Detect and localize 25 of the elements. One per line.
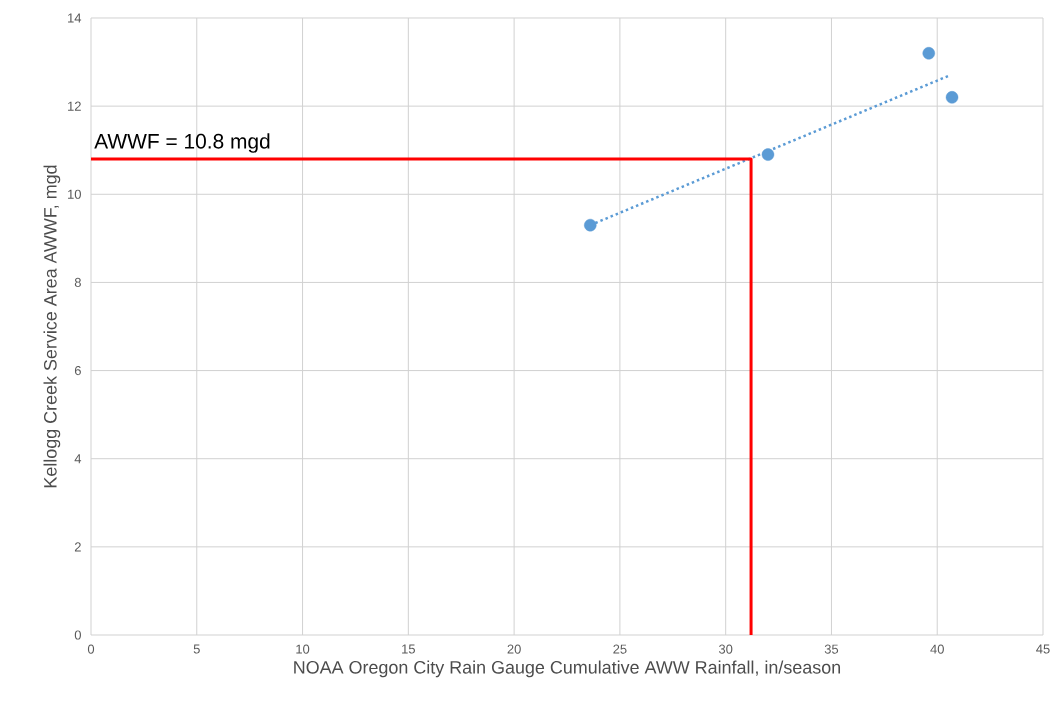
x-tick-label: 45 <box>1036 644 1050 654</box>
x-tick-label: 30 <box>718 644 733 654</box>
x-tick-label: 25 <box>613 644 627 654</box>
y-tick-label: 4 <box>74 454 82 464</box>
x-tick-label: 15 <box>402 644 415 654</box>
y-tick-label: 12 <box>68 101 81 111</box>
x-tick-label: 0 <box>87 644 95 654</box>
x-tick-label: 35 <box>824 644 839 654</box>
x-tick-label: 40 <box>930 644 944 654</box>
y-tick-label: 8 <box>74 277 81 288</box>
point <box>584 218 597 232</box>
x-tick-label: 20 <box>507 644 521 654</box>
y-tick-label: 10 <box>68 189 81 199</box>
x-axis-title: NOAA Oregon City Rain Gauge Cumulative AWW Rainfall, in/season <box>294 660 841 678</box>
y-tick-label: 6 <box>74 365 81 376</box>
point <box>761 148 775 161</box>
x-tick-label: 10 <box>296 644 310 654</box>
annotation: AWWF = 10.8 mgd <box>94 133 270 153</box>
point <box>922 47 935 60</box>
y-axis-title: Kellogg Creek Service Area AWWF, mgd <box>43 165 61 488</box>
y-tick-label: 14 <box>68 13 82 23</box>
y-tick-label: 2 <box>74 542 81 552</box>
y-tick-label: 0 <box>74 630 81 640</box>
point <box>945 91 959 104</box>
x-tick-label: 5 <box>193 644 200 654</box>
